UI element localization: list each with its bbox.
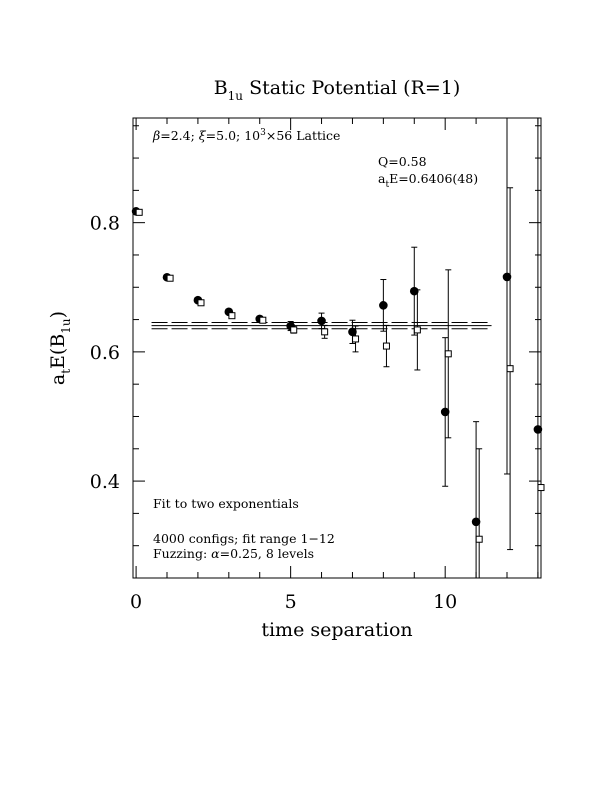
data-point-circle <box>440 407 450 417</box>
q-annotation: Q=0.58 <box>378 154 427 169</box>
data-point-circle <box>317 316 326 326</box>
data-point-circle <box>379 301 388 310</box>
data-point-square <box>228 312 236 320</box>
lattice-annotation: β=2.4; ξ=5.0; 103×56 Lattice <box>152 128 340 143</box>
data-point-square <box>290 326 298 334</box>
x-tick-label: 10 <box>433 591 457 613</box>
energy-annotation: atE=0.6406(48) <box>378 171 478 190</box>
data-point-square <box>413 326 421 334</box>
data-point-square <box>197 299 205 307</box>
data-point-square <box>259 316 267 324</box>
data-point-circle <box>348 327 357 337</box>
data-point-square <box>166 274 174 282</box>
y-tick-label: 0.4 <box>90 471 120 493</box>
data-point-square <box>382 342 390 350</box>
data-point-square <box>537 484 545 492</box>
configs-annotation: 4000 configs; fit range 1−12 <box>153 531 335 546</box>
data-point-square <box>321 328 329 336</box>
x-tick-label: 0 <box>130 591 142 613</box>
x-axis-label: time separation <box>261 619 412 641</box>
axis-tick-labels: 0 5 10 0.4 0.6 0.8 <box>90 213 457 613</box>
y-axis-label: atE(B1u) <box>47 311 73 385</box>
fit-annotation: Fit to two exponentials <box>153 496 299 511</box>
fuzzing-annotation: Fuzzing: α=0.25, 8 levels <box>153 546 314 561</box>
chart-title: B1u Static Potential (R=1) <box>214 77 461 103</box>
data-point-circle <box>409 286 419 296</box>
data-point-circle <box>502 272 512 282</box>
data-markers <box>131 207 545 543</box>
data-point-square <box>475 535 483 543</box>
data-point-circle <box>533 425 543 434</box>
x-tick-label: 5 <box>285 591 297 613</box>
y-tick-label: 0.6 <box>90 342 120 364</box>
data-point-circle <box>471 517 481 527</box>
data-point-square <box>444 350 452 358</box>
data-point-square <box>506 365 514 373</box>
data-point-square <box>352 335 360 343</box>
data-point-square <box>135 208 143 216</box>
y-tick-label: 0.8 <box>90 213 120 235</box>
